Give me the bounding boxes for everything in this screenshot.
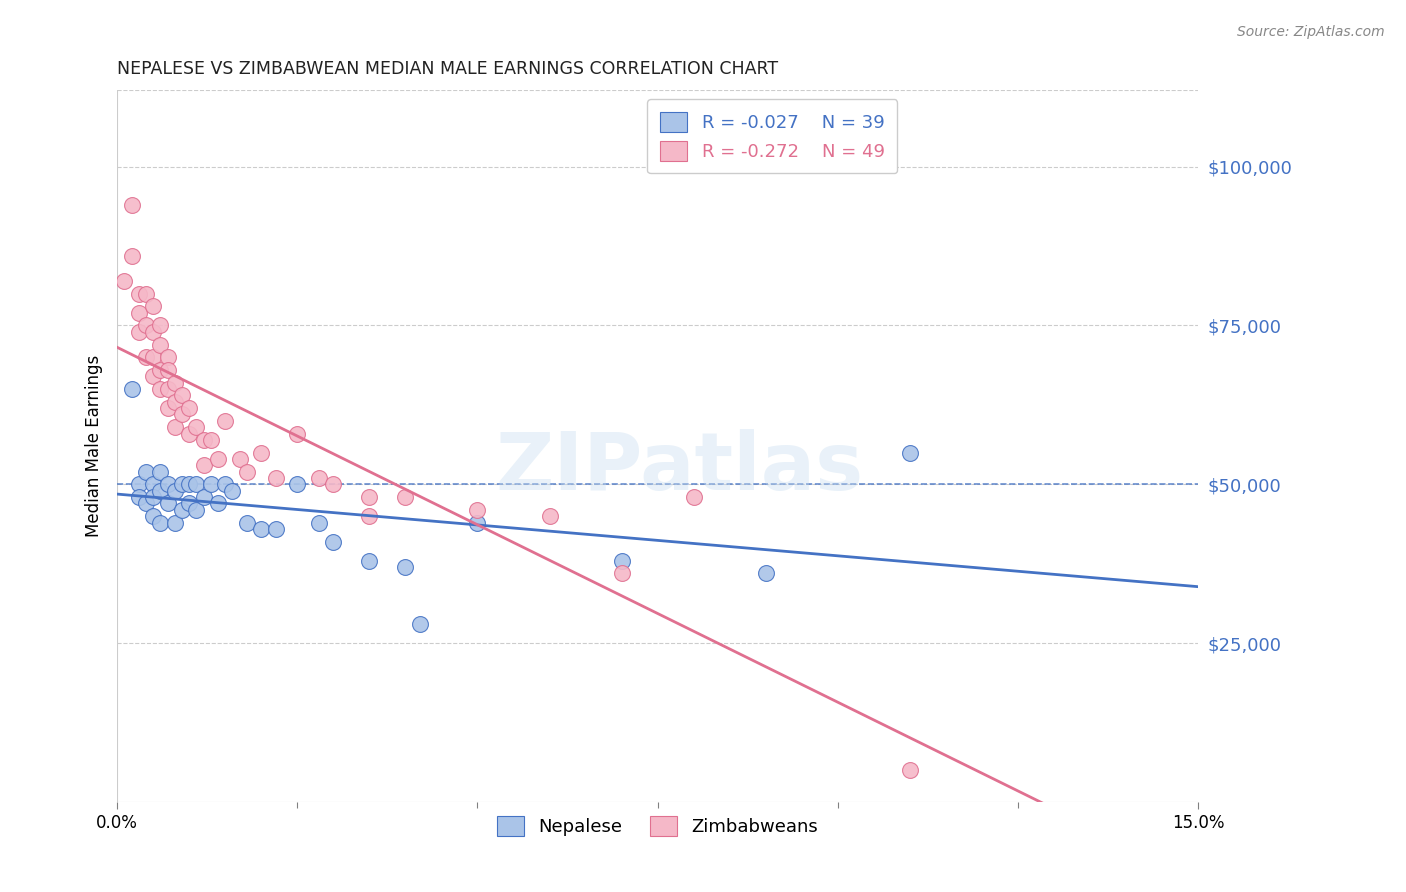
Point bbox=[170, 503, 193, 517]
Point bbox=[359, 509, 381, 524]
Point bbox=[142, 325, 165, 339]
Point bbox=[207, 496, 229, 510]
Point bbox=[193, 490, 215, 504]
Point bbox=[156, 382, 179, 396]
Point bbox=[128, 325, 150, 339]
Point bbox=[214, 414, 236, 428]
Point bbox=[285, 477, 308, 491]
Point bbox=[156, 351, 179, 365]
Point bbox=[142, 509, 165, 524]
Point bbox=[163, 483, 186, 498]
Point bbox=[264, 522, 287, 536]
Point bbox=[755, 566, 778, 581]
Point bbox=[149, 516, 172, 530]
Point bbox=[409, 617, 432, 632]
Point bbox=[322, 477, 344, 491]
Point bbox=[135, 465, 157, 479]
Point bbox=[156, 401, 179, 416]
Point bbox=[359, 490, 381, 504]
Point bbox=[135, 286, 157, 301]
Point bbox=[186, 477, 208, 491]
Point bbox=[308, 516, 330, 530]
Point bbox=[142, 369, 165, 384]
Point bbox=[898, 764, 921, 778]
Point bbox=[142, 490, 165, 504]
Point bbox=[128, 306, 150, 320]
Point bbox=[142, 300, 165, 314]
Text: Source: ZipAtlas.com: Source: ZipAtlas.com bbox=[1237, 25, 1385, 39]
Text: NEPALESE VS ZIMBABWEAN MEDIAN MALE EARNINGS CORRELATION CHART: NEPALESE VS ZIMBABWEAN MEDIAN MALE EARNI… bbox=[117, 60, 779, 78]
Legend: Nepalese, Zimbabweans: Nepalese, Zimbabweans bbox=[489, 809, 825, 843]
Point bbox=[179, 401, 201, 416]
Point bbox=[170, 408, 193, 422]
Point bbox=[156, 477, 179, 491]
Point bbox=[121, 248, 143, 262]
Point bbox=[149, 483, 172, 498]
Point bbox=[163, 394, 186, 409]
Point bbox=[193, 458, 215, 473]
Point bbox=[610, 566, 633, 581]
Point bbox=[200, 477, 222, 491]
Point bbox=[467, 503, 489, 517]
Point bbox=[186, 503, 208, 517]
Point bbox=[236, 465, 259, 479]
Point bbox=[200, 433, 222, 447]
Point bbox=[121, 382, 143, 396]
Point bbox=[394, 560, 416, 574]
Point bbox=[228, 452, 250, 467]
Point bbox=[128, 490, 150, 504]
Point bbox=[898, 445, 921, 459]
Point bbox=[179, 477, 201, 491]
Point bbox=[285, 426, 308, 441]
Point bbox=[221, 483, 243, 498]
Point bbox=[236, 516, 259, 530]
Point bbox=[149, 318, 172, 333]
Point bbox=[610, 554, 633, 568]
Point bbox=[163, 420, 186, 434]
Point bbox=[170, 477, 193, 491]
Point bbox=[359, 554, 381, 568]
Point bbox=[149, 363, 172, 377]
Point bbox=[322, 534, 344, 549]
Point bbox=[163, 516, 186, 530]
Point bbox=[135, 318, 157, 333]
Point bbox=[682, 490, 704, 504]
Point bbox=[170, 388, 193, 402]
Point bbox=[135, 351, 157, 365]
Point bbox=[193, 433, 215, 447]
Point bbox=[207, 452, 229, 467]
Point bbox=[156, 496, 179, 510]
Point bbox=[149, 382, 172, 396]
Point bbox=[112, 274, 135, 288]
Point bbox=[538, 509, 561, 524]
Point bbox=[394, 490, 416, 504]
Point bbox=[142, 351, 165, 365]
Point bbox=[308, 471, 330, 485]
Point bbox=[163, 376, 186, 390]
Point bbox=[264, 471, 287, 485]
Point bbox=[179, 496, 201, 510]
Point bbox=[142, 477, 165, 491]
Point bbox=[156, 363, 179, 377]
Point bbox=[128, 477, 150, 491]
Point bbox=[467, 516, 489, 530]
Point bbox=[186, 420, 208, 434]
Point bbox=[179, 426, 201, 441]
Point bbox=[135, 496, 157, 510]
Point bbox=[214, 477, 236, 491]
Point bbox=[121, 197, 143, 211]
Point bbox=[128, 286, 150, 301]
Point bbox=[250, 522, 273, 536]
Point bbox=[149, 337, 172, 351]
Y-axis label: Median Male Earnings: Median Male Earnings bbox=[86, 355, 103, 537]
Point bbox=[250, 445, 273, 459]
Text: ZIPatlas: ZIPatlas bbox=[495, 429, 863, 507]
Point bbox=[149, 465, 172, 479]
